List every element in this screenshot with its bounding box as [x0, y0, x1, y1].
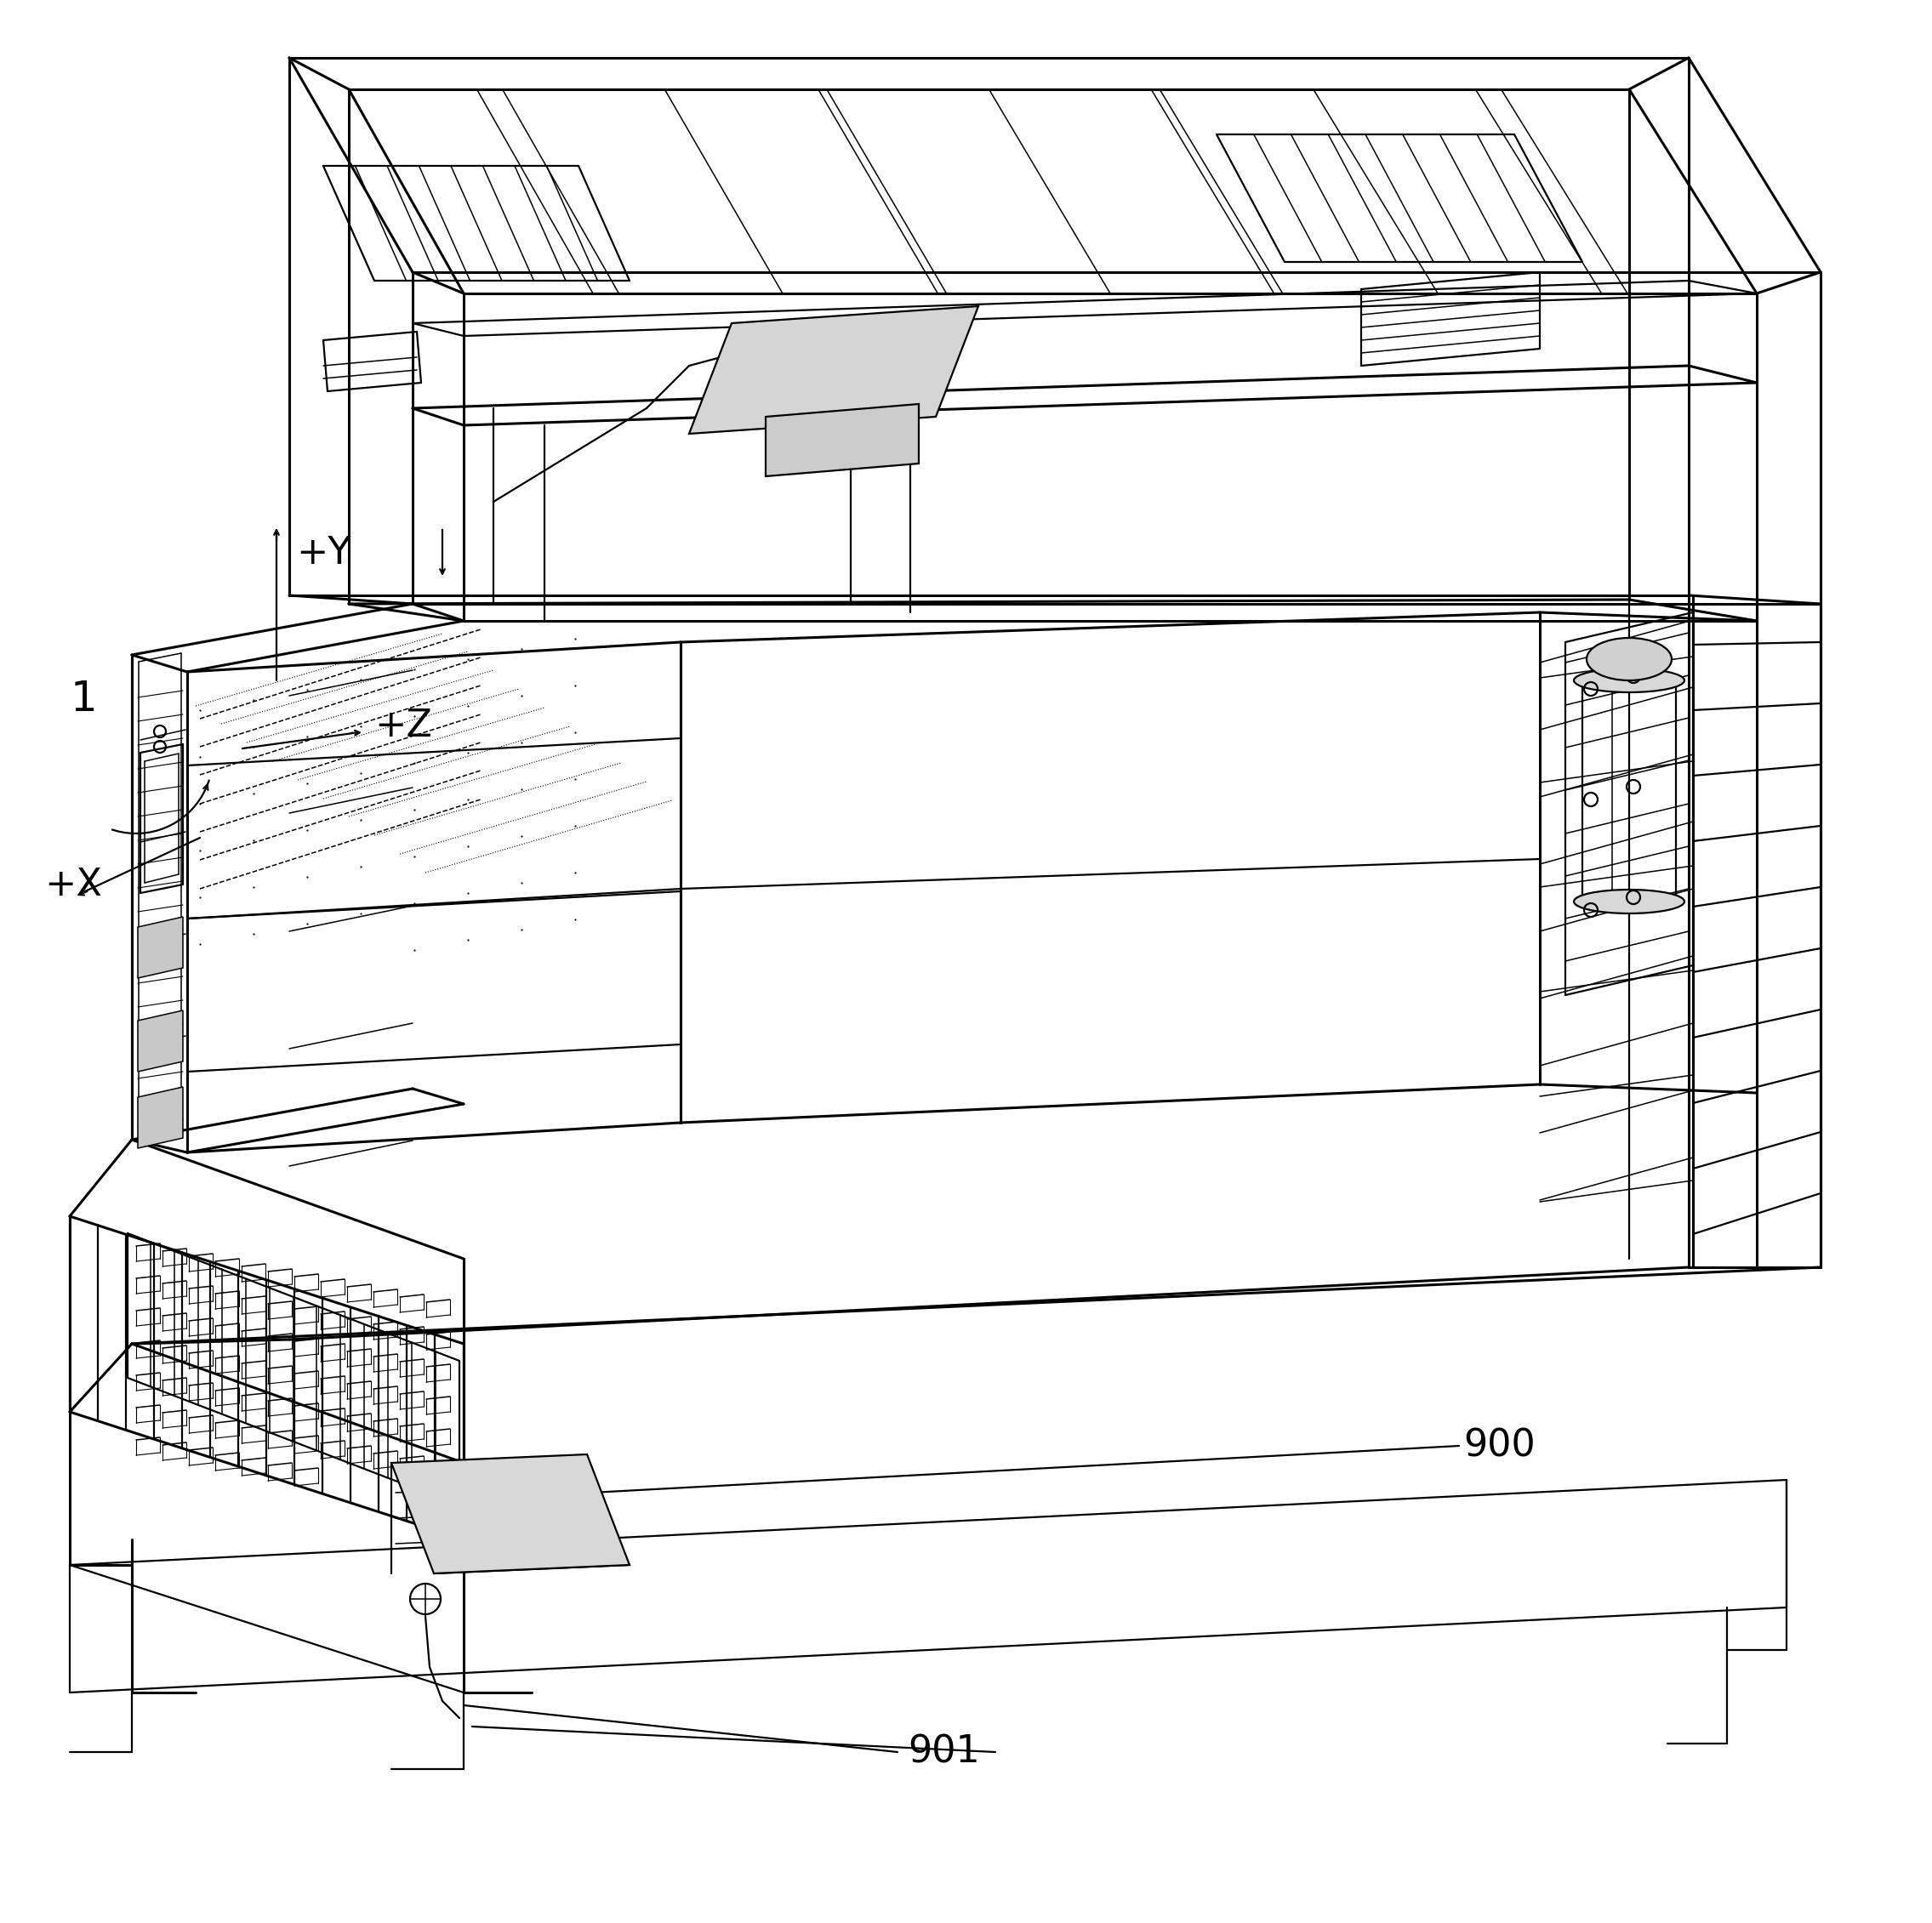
Text: +Y: +Y	[296, 535, 352, 571]
Polygon shape	[690, 306, 978, 435]
Polygon shape	[392, 1454, 630, 1573]
Ellipse shape	[1586, 638, 1671, 681]
Text: 901: 901	[908, 1735, 980, 1771]
Polygon shape	[765, 404, 920, 477]
Text: 900: 900	[1463, 1427, 1536, 1463]
Polygon shape	[137, 1086, 184, 1148]
Text: 1: 1	[70, 679, 97, 719]
Polygon shape	[137, 1010, 184, 1071]
Ellipse shape	[1575, 890, 1685, 913]
Ellipse shape	[1575, 669, 1685, 692]
Text: +Z: +Z	[375, 708, 433, 744]
Text: +X: +X	[44, 865, 102, 902]
Polygon shape	[137, 917, 184, 979]
